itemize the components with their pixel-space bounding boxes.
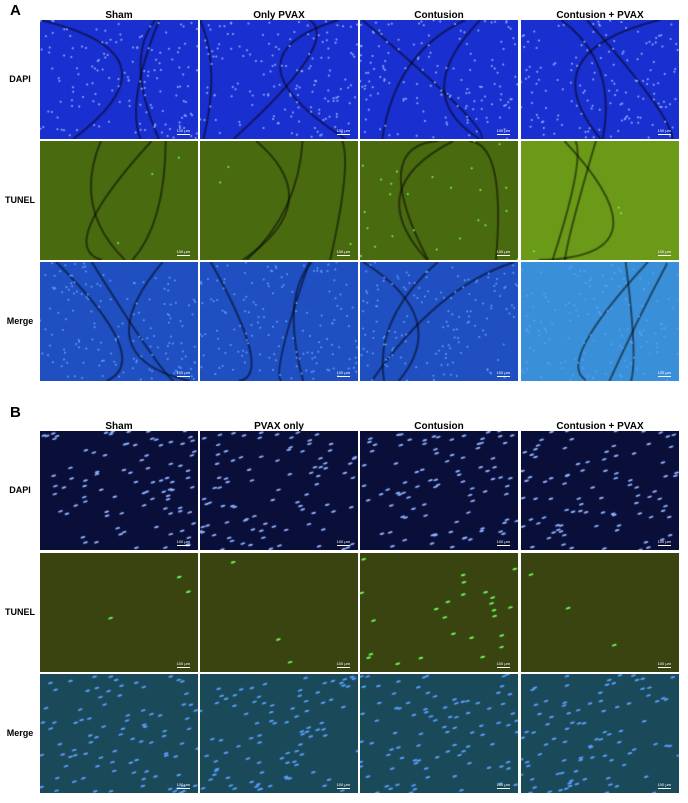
scale-bar: 100 µm bbox=[176, 370, 190, 377]
micrograph-dapi: 100 µm bbox=[200, 20, 358, 139]
panel-label: A bbox=[10, 2, 21, 19]
micrograph-dapi: 100 µm bbox=[360, 431, 518, 550]
column-header: PVAX only bbox=[254, 421, 304, 432]
micrograph-merge: 100 µm bbox=[200, 262, 358, 381]
micrograph-merge: 100 µm bbox=[360, 262, 518, 381]
scale-bar: 100 µm bbox=[657, 539, 671, 546]
scale-bar: 100 µm bbox=[336, 782, 350, 789]
scale-bar: 100 µm bbox=[496, 370, 510, 377]
micrograph-tunel: 100 µm bbox=[40, 141, 198, 260]
column-header: Sham bbox=[105, 10, 133, 21]
row-label: Merge bbox=[6, 728, 34, 738]
micrograph-dapi: 100 µm bbox=[521, 20, 679, 139]
panel-label: B bbox=[10, 404, 21, 421]
scale-bar: 100 µm bbox=[657, 782, 671, 789]
scale-bar: 100 µm bbox=[496, 249, 510, 256]
micrograph-dapi: 100 µm bbox=[200, 431, 358, 550]
row-label: DAPI bbox=[9, 74, 31, 84]
scale-bar: 100 µm bbox=[496, 128, 510, 135]
micrograph-dapi: 100 µm bbox=[521, 431, 679, 550]
scale-bar: 100 µm bbox=[336, 128, 350, 135]
micrograph-tunel: 100 µm bbox=[360, 141, 518, 260]
row-label: TUNEL bbox=[5, 195, 35, 205]
column-header: Only PVAX bbox=[253, 10, 305, 21]
micrograph-tunel: 100 µm bbox=[521, 141, 679, 260]
micrograph-merge: 100 µm bbox=[521, 262, 679, 381]
column-header: Contusion bbox=[414, 10, 464, 21]
micrograph-merge: 100 µm bbox=[521, 674, 679, 793]
micrograph-dapi: 100 µm bbox=[40, 20, 198, 139]
scale-bar: 100 µm bbox=[496, 539, 510, 546]
row-label: TUNEL bbox=[5, 607, 35, 617]
row-label: DAPI bbox=[9, 485, 31, 495]
scale-bar: 100 µm bbox=[336, 370, 350, 377]
scale-bar: 100 µm bbox=[657, 128, 671, 135]
column-header: Sham bbox=[105, 421, 133, 432]
row-label: Merge bbox=[6, 316, 34, 326]
micrograph-merge: 100 µm bbox=[360, 674, 518, 793]
scale-bar: 100 µm bbox=[336, 661, 350, 668]
micrograph-tunel: 100 µm bbox=[200, 141, 358, 260]
micrograph-tunel: 100 µm bbox=[200, 553, 358, 672]
scale-bar: 100 µm bbox=[657, 661, 671, 668]
scale-bar: 100 µm bbox=[176, 539, 190, 546]
column-header: Contusion bbox=[414, 421, 464, 432]
scale-bar: 100 µm bbox=[657, 249, 671, 256]
scale-bar: 100 µm bbox=[176, 782, 190, 789]
scale-bar: 100 µm bbox=[657, 370, 671, 377]
scale-bar: 100 µm bbox=[336, 539, 350, 546]
column-header: Contusion + PVAX bbox=[556, 10, 644, 21]
scale-bar: 100 µm bbox=[176, 249, 190, 256]
micrograph-tunel: 100 µm bbox=[40, 553, 198, 672]
micrograph-merge: 100 µm bbox=[40, 262, 198, 381]
scale-bar: 100 µm bbox=[496, 661, 510, 668]
micrograph-merge: 100 µm bbox=[200, 674, 358, 793]
scale-bar: 100 µm bbox=[336, 249, 350, 256]
scale-bar: 100 µm bbox=[496, 782, 510, 789]
micrograph-dapi: 100 µm bbox=[360, 20, 518, 139]
column-header: Contusion + PVAX bbox=[556, 421, 644, 432]
micrograph-merge: 100 µm bbox=[40, 674, 198, 793]
scale-bar: 100 µm bbox=[176, 128, 190, 135]
micrograph-dapi: 100 µm bbox=[40, 431, 198, 550]
micrograph-tunel: 100 µm bbox=[360, 553, 518, 672]
micrograph-tunel: 100 µm bbox=[521, 553, 679, 672]
scale-bar: 100 µm bbox=[176, 661, 190, 668]
